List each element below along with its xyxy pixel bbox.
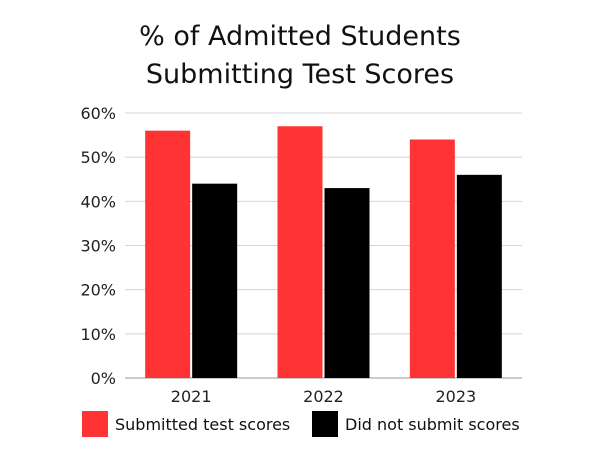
y-tick-label: 20%: [80, 281, 116, 300]
bar-submitted: [409, 139, 455, 378]
y-tick-label: 60%: [80, 104, 116, 123]
bar-not-submitted: [324, 188, 370, 378]
bar-not-submitted: [456, 174, 502, 378]
legend-swatch-submitted: [82, 411, 108, 437]
x-category-label: 2022: [303, 387, 344, 406]
y-tick-label: 40%: [80, 192, 116, 211]
chart-title: % of Admitted Students Submitting Test S…: [0, 18, 600, 94]
legend-item-not-submitted: Did not submit scores: [312, 410, 520, 438]
chart-title-line-1: % of Admitted Students: [139, 21, 461, 52]
bar-not-submitted: [192, 183, 238, 378]
bar-submitted: [277, 126, 323, 378]
x-category-label: 2023: [435, 387, 476, 406]
x-category-label: 2021: [171, 387, 212, 406]
legend-label-submitted: Submitted test scores: [115, 414, 291, 434]
legend-item-submitted: Submitted test scores: [82, 410, 290, 438]
y-tick-label: 10%: [80, 325, 116, 344]
legend-swatch-not-submitted: [312, 411, 338, 437]
legend-label-not-submitted: Did not submit scores: [345, 414, 520, 434]
bar-submitted: [145, 130, 191, 378]
legend: Submitted test scores Did not submit sco…: [82, 410, 600, 438]
y-tick-label: 30%: [80, 237, 116, 256]
y-tick-label: 0%: [91, 369, 116, 388]
chart-title-line-2: Submitting Test Scores: [145, 59, 455, 90]
y-tick-label: 50%: [80, 148, 116, 167]
